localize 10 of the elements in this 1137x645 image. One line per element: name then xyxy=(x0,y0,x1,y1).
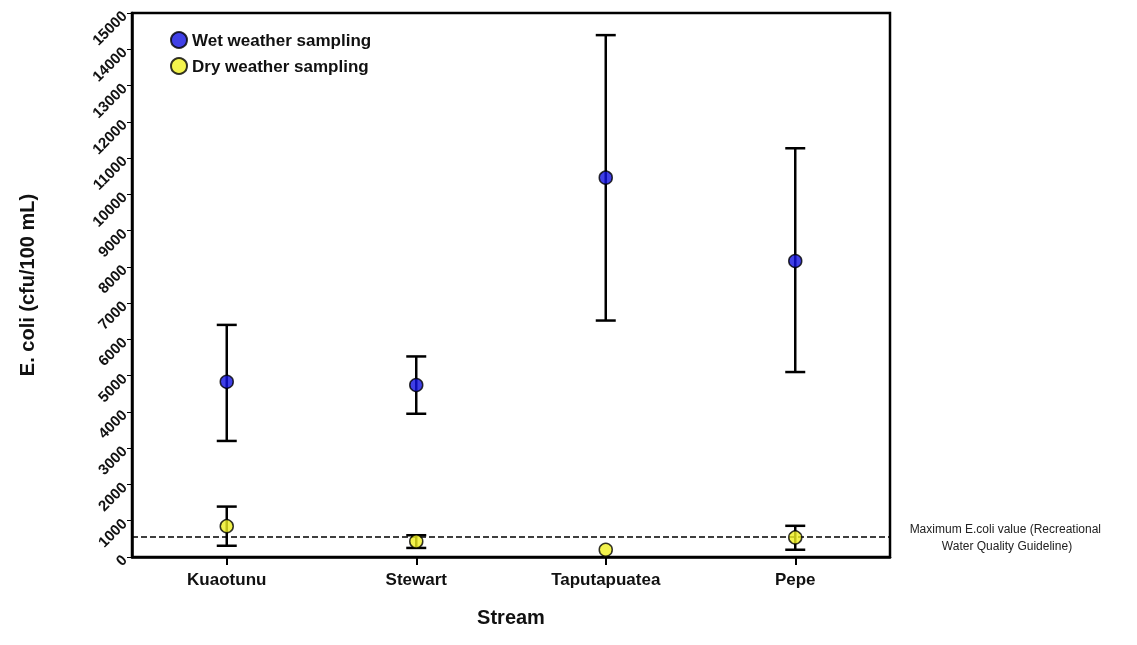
legend-label: Dry weather sampling xyxy=(192,56,369,76)
x-tick-label: Pepe xyxy=(774,570,816,589)
ref-line-label: Maximum E.coli value (Recreational Water Quality Guideline) xyxy=(909,521,1105,553)
x-tick-label: Kuaotunu xyxy=(187,570,267,589)
x-axis-title: Stream xyxy=(477,606,545,628)
x-tick-label: Stewart xyxy=(385,570,448,589)
y-tick-label: 0 xyxy=(112,550,131,569)
y-axis-title: E. coli (cfu/100 mL) xyxy=(16,193,38,377)
x-tick-label: Taputapuatea xyxy=(551,570,661,589)
legend-label: Wet weather sampling xyxy=(192,30,372,50)
